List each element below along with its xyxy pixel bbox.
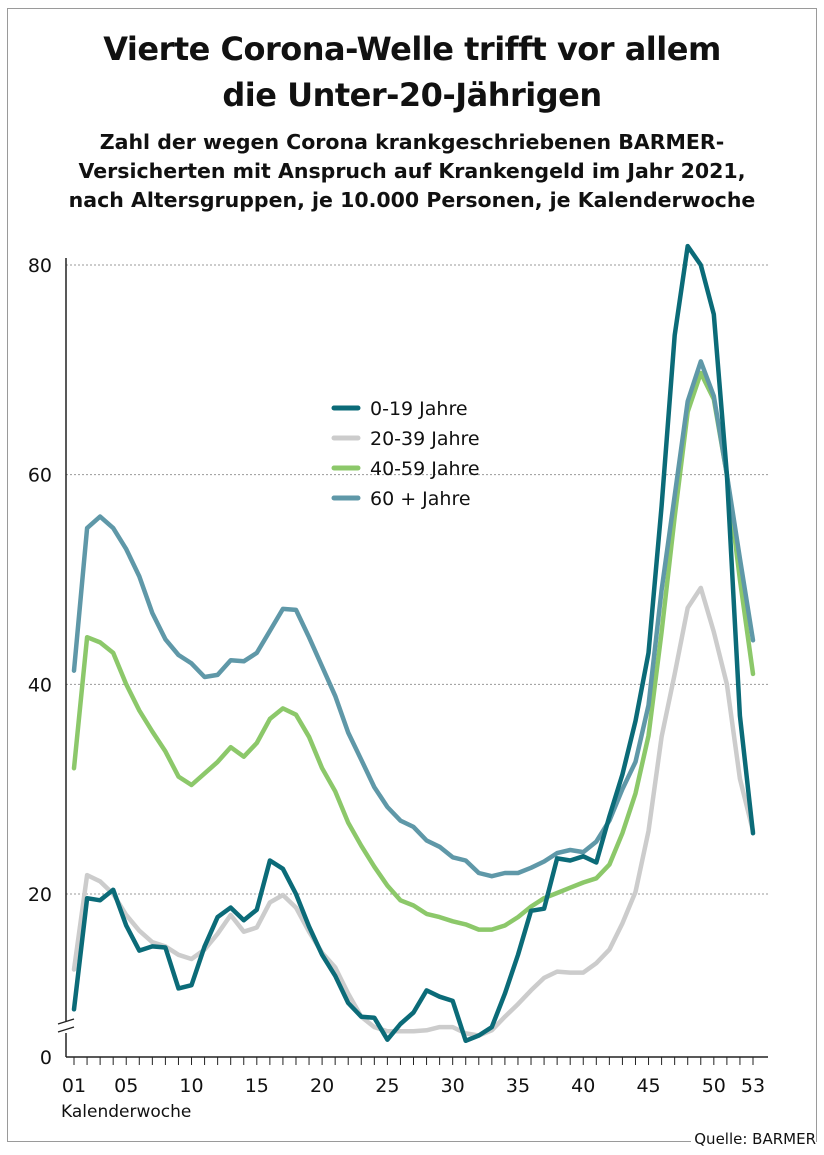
y-tick-label-80: 80 (28, 255, 52, 277)
chart-subtitle: Zahl der wegen Corona krankgeschriebenen… (0, 128, 824, 215)
chart-title-line-2: die Unter-20-Jährigen (222, 76, 602, 114)
chart-title-line-1: Vierte Corona-Welle trifft vor allem (103, 30, 721, 68)
y-tick-label-60: 60 (28, 465, 52, 487)
axis-break-mark-upper (57, 1018, 75, 1025)
x-tick-label-45: 45 (636, 1075, 660, 1097)
x-tick-label-20: 20 (310, 1075, 334, 1097)
chart-subtitle-line-1: Zahl der wegen Corona krankgeschriebenen… (99, 130, 725, 154)
x-tick-label-30: 30 (441, 1075, 465, 1097)
series-line-0-19-jahre (71, 243, 756, 1044)
legend-label-4: 60 + Jahre (370, 488, 471, 510)
series-line-60-jahre (71, 359, 756, 879)
y-tick-label-40: 40 (28, 674, 52, 696)
x-tick-label-1: 01 (62, 1075, 86, 1097)
x-tick-label-40: 40 (571, 1075, 595, 1097)
legend-label-2: 20-39 Jahre (370, 428, 480, 450)
series-line-40-59-jahre (71, 370, 756, 932)
x-tick-label-5: 05 (114, 1075, 138, 1097)
x-tick-label-50: 50 (702, 1075, 726, 1097)
series-line-20-39-jahre (71, 585, 756, 1038)
legend-label-3: 40-59 Jahre (370, 458, 480, 480)
x-tick-label-53: 53 (741, 1075, 765, 1097)
chart-frame (7, 8, 817, 1142)
x-axis-title: Kalenderwoche (61, 1102, 191, 1122)
x-tick-label-25: 25 (375, 1075, 399, 1097)
x-tick-label-15: 15 (245, 1075, 269, 1097)
x-tick-label-35: 35 (506, 1075, 530, 1097)
y-tick-label-20: 20 (28, 884, 52, 906)
source-note: Quelle: BARMER (691, 1130, 816, 1148)
chart-title: Vierte Corona-Welle trifft vor allem die… (0, 26, 824, 118)
x-tick-label-10: 10 (179, 1075, 203, 1097)
chart-subtitle-line-3: nach Altersgruppen, je 10.000 Personen, … (68, 188, 756, 212)
chart-subtitle-line-2: Versicherten mit Anspruch auf Krankengel… (78, 159, 746, 183)
y-tick-label-0: 0 (40, 1047, 52, 1069)
legend-label-1: 0-19 Jahre (370, 398, 468, 420)
axis-break-mark-lower (57, 1026, 75, 1033)
